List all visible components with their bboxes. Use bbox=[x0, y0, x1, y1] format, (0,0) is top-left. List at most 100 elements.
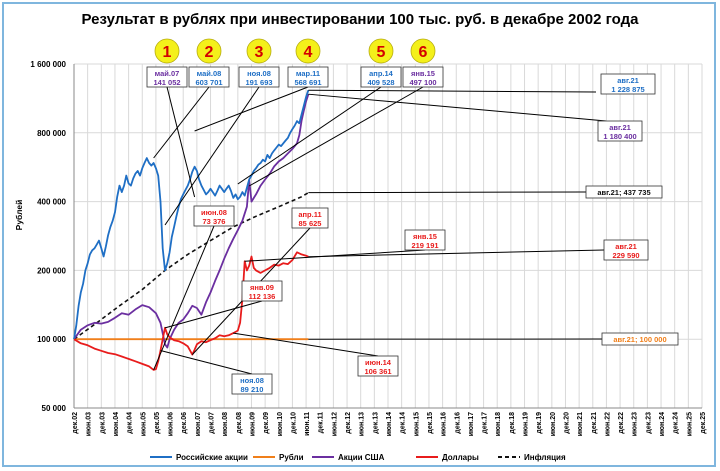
series-group bbox=[73, 89, 310, 371]
annotation-leader bbox=[308, 93, 607, 122]
x-tick-label: июн.10 bbox=[277, 412, 284, 436]
marker-callout-text: 603 701 bbox=[195, 78, 222, 87]
chart-title: Результат в рублях при инвестировании 10… bbox=[82, 11, 640, 28]
x-tick-label: июн.15 bbox=[413, 412, 420, 436]
annotation-leader bbox=[160, 350, 253, 375]
marker-callout-text: 141 052 bbox=[153, 78, 180, 87]
annotation-leader bbox=[233, 332, 379, 357]
x-tick-label: дек.22 bbox=[618, 412, 625, 434]
marker-badge-label: 1 bbox=[163, 44, 172, 61]
y-tick-label: 400 000 bbox=[37, 198, 66, 207]
y-tick-label: 800 000 bbox=[37, 129, 66, 138]
legend-label-inflation: Инфляция bbox=[524, 453, 566, 462]
annotation-callout bbox=[357, 355, 399, 377]
x-tick-label: дек.21 bbox=[591, 412, 598, 434]
x-tick-label: дек.12 bbox=[345, 412, 352, 434]
y-axis-label: Рублей bbox=[14, 200, 24, 231]
x-tick-label: дек.25 bbox=[700, 412, 707, 434]
x-tick-label: июн.23 bbox=[632, 412, 639, 436]
annotation-callout bbox=[600, 73, 656, 95]
x-tick-label: июн.24 bbox=[659, 412, 666, 436]
x-tick-label: дек.04 bbox=[127, 412, 134, 434]
x-tick-label: июн.12 bbox=[331, 412, 338, 436]
callout-leader bbox=[194, 86, 309, 132]
annotation-callout-text: 219 191 bbox=[411, 241, 438, 250]
annotation-callout-text: 73 376 bbox=[203, 217, 226, 226]
x-axis-ticks: дек.02 июн.03 дек.03 июн.04 дек.04 июн.05 дек.… bbox=[72, 412, 707, 436]
x-tick-label: дек.19 bbox=[536, 412, 543, 434]
marker-callout-text: янв.15 bbox=[411, 69, 435, 78]
marker-badge bbox=[154, 38, 180, 64]
annotation-callout bbox=[404, 229, 446, 251]
annotation-leader bbox=[164, 300, 263, 329]
annotation-leader bbox=[153, 225, 215, 371]
x-tick-label: июн.25 bbox=[686, 412, 693, 436]
marker-badge bbox=[295, 38, 321, 64]
x-tick-label: дек.16 bbox=[454, 412, 461, 434]
x-tick-label: дек.23 bbox=[645, 412, 652, 434]
annotation-callout-text: янв.09 bbox=[250, 283, 274, 292]
annotation-callout-text: 112 136 bbox=[249, 292, 276, 301]
marker-callout bbox=[360, 66, 402, 88]
x-tick-label: дек.03 bbox=[99, 412, 106, 434]
annotation-callout-text: 89 210 bbox=[241, 385, 264, 394]
marker-callout bbox=[238, 66, 280, 88]
marker-callout-text: мар.11 bbox=[296, 69, 320, 78]
marker-badge bbox=[410, 38, 436, 64]
series-line-us-stocks bbox=[73, 93, 310, 349]
marker-callout bbox=[402, 66, 444, 88]
callout-leader bbox=[237, 86, 382, 185]
callout-leaders bbox=[153, 86, 607, 375]
marker-callout-text: апр.14 bbox=[369, 69, 394, 78]
annotation-leader bbox=[244, 249, 426, 262]
x-tick-label: дек.09 bbox=[263, 412, 270, 434]
marker-callout-text: 568 691 bbox=[294, 78, 321, 87]
annotation-callout bbox=[241, 280, 283, 302]
marker-callout bbox=[287, 66, 329, 88]
x-tick-label: июн.18 bbox=[495, 412, 502, 436]
annotation-callout-text: июн.14 bbox=[365, 358, 392, 367]
x-tick-label: июн.16 bbox=[441, 412, 448, 436]
annotation-callout bbox=[585, 185, 663, 199]
marker-badge-label: 2 bbox=[205, 44, 214, 61]
x-tick-label: дек.06 bbox=[181, 412, 188, 434]
annotation-callout bbox=[291, 207, 329, 229]
marker-callout-text: 497 100 bbox=[409, 78, 436, 87]
marker-badge bbox=[196, 38, 222, 64]
legend-label-rubles: Рубли bbox=[279, 453, 304, 462]
annotation-callout bbox=[597, 120, 643, 142]
x-tick-label: дек.18 bbox=[509, 412, 516, 434]
marker-callout-text: 191 693 bbox=[245, 78, 272, 87]
y-tick-label: 1 600 000 bbox=[30, 60, 66, 69]
x-tick-label: июн.03 bbox=[86, 412, 93, 436]
marker-badge-label: 3 bbox=[255, 44, 264, 61]
annotation-leader bbox=[308, 249, 605, 258]
annotation-callout-text: авг.21; 100 000 bbox=[613, 335, 666, 344]
y-tick-label: 50 000 bbox=[42, 404, 67, 413]
callout-leader bbox=[166, 86, 196, 198]
y-tick-label: 200 000 bbox=[37, 266, 66, 275]
legend: Российские акции Рубли Акции США Доллары Инф… bbox=[150, 453, 566, 462]
series-line-russian-stocks bbox=[73, 89, 310, 340]
x-tick-label: июн.21 bbox=[577, 412, 584, 436]
annotation-callout-text: июн.08 bbox=[201, 208, 227, 217]
x-tick-label: дек.17 bbox=[482, 412, 489, 434]
callout-leader bbox=[153, 86, 210, 159]
y-tick-label: 100 000 bbox=[37, 335, 66, 344]
x-tick-label: июн.13 bbox=[359, 412, 366, 436]
x-tick-label: дек.24 bbox=[673, 412, 680, 434]
marker-badge bbox=[368, 38, 394, 64]
x-tick-label: июн.08 bbox=[222, 412, 229, 436]
marker-callout bbox=[146, 66, 188, 88]
annotation-callout bbox=[231, 373, 273, 395]
callout-leader bbox=[164, 86, 260, 226]
marker-badge-label: 5 bbox=[377, 44, 386, 61]
x-tick-label: дек.05 bbox=[154, 412, 161, 434]
x-tick-label: дек.07 bbox=[209, 412, 216, 434]
annotation-callout bbox=[603, 239, 649, 261]
marker-callout-text: май.07 bbox=[155, 69, 180, 78]
annotation-callout-text: 1 180 400 bbox=[603, 132, 636, 141]
marker-badge-label: 6 bbox=[419, 44, 428, 61]
